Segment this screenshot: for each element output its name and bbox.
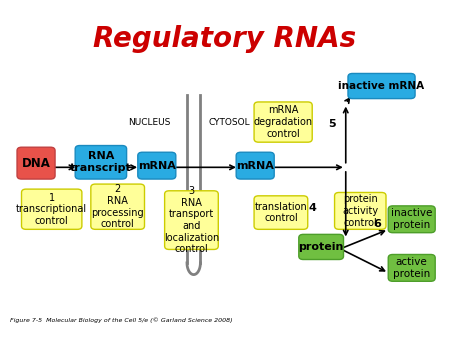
Text: Regulatory RNAs: Regulatory RNAs xyxy=(94,25,356,53)
FancyBboxPatch shape xyxy=(17,147,55,179)
Text: 3
RNA
transport
and
localization
control: 3 RNA transport and localization control xyxy=(164,186,219,254)
Text: DNA: DNA xyxy=(22,156,50,170)
FancyBboxPatch shape xyxy=(299,234,343,260)
Text: 2
RNA
processing
control: 2 RNA processing control xyxy=(91,184,144,229)
Text: inactive mRNA: inactive mRNA xyxy=(338,81,425,91)
Text: 1
transcriptional
control: 1 transcriptional control xyxy=(16,193,87,226)
Text: Figure 7-5  Molecular Biology of the Cell 5/e (© Garland Science 2008): Figure 7-5 Molecular Biology of the Cell… xyxy=(10,318,233,323)
FancyBboxPatch shape xyxy=(165,191,218,249)
Text: mRNA: mRNA xyxy=(236,161,274,171)
Text: translation
control: translation control xyxy=(255,202,307,223)
Text: 5: 5 xyxy=(328,119,336,129)
FancyBboxPatch shape xyxy=(388,255,435,281)
Text: protein
activity
control: protein activity control xyxy=(342,194,378,227)
Text: inactive
protein: inactive protein xyxy=(391,209,432,230)
Text: protein: protein xyxy=(298,242,344,252)
FancyBboxPatch shape xyxy=(91,184,144,230)
Text: 6: 6 xyxy=(373,219,381,229)
FancyBboxPatch shape xyxy=(388,206,435,233)
FancyBboxPatch shape xyxy=(254,102,312,142)
FancyBboxPatch shape xyxy=(348,73,415,99)
FancyBboxPatch shape xyxy=(138,152,176,179)
FancyBboxPatch shape xyxy=(334,192,386,230)
Text: active
protein: active protein xyxy=(393,257,430,279)
Text: 4: 4 xyxy=(308,202,316,213)
Text: NUCLEUS: NUCLEUS xyxy=(128,118,170,127)
Text: RNA
transcript: RNA transcript xyxy=(70,151,132,173)
FancyBboxPatch shape xyxy=(75,146,126,179)
FancyBboxPatch shape xyxy=(22,189,82,230)
FancyBboxPatch shape xyxy=(254,196,308,230)
Text: CYTOSOL: CYTOSOL xyxy=(209,118,250,127)
Text: mRNA
degradation
control: mRNA degradation control xyxy=(254,105,313,139)
FancyBboxPatch shape xyxy=(236,152,274,179)
Text: mRNA: mRNA xyxy=(138,161,176,171)
